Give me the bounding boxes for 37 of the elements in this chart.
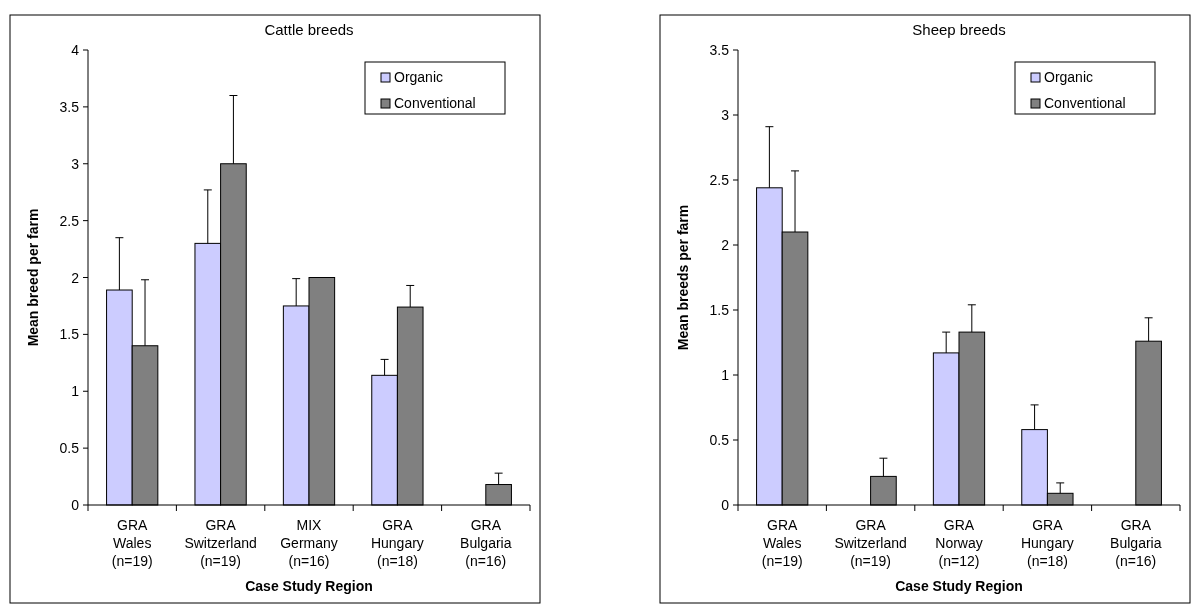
y-axis-title: Mean breeds per farm [675,204,691,351]
y-tick-label: 0 [71,497,80,513]
x-tick-label: GRA Wales (n=19) [111,517,153,569]
y-tick-label: 3.5 [59,98,80,115]
x-tick-label: GRA Switzerland (n=19) [184,517,257,569]
y-tick-label: 2 [721,237,730,253]
y-tick-label: 0.5 [709,432,730,448]
x-tick-label: GRA Hungary (n=18) [370,517,424,569]
y-tick-label: 3 [71,155,80,172]
legend-label: Conventional [1044,95,1126,111]
y-tick-label: 0.5 [59,440,80,457]
x-tick-label: GRA Norway (n=12) [935,517,983,569]
y-tick-label: 4 [71,42,80,58]
legend-label: Organic [394,69,444,85]
x-axis-title: Case Study Region [245,578,373,594]
y-axis-title: Mean breed per farm [25,208,41,347]
chart-title: Sheep breeds [912,21,1006,38]
x-tick-label: GRA Wales (n=19) [761,517,803,569]
x-tick-label: GRA Bulgaria (n=16) [1110,517,1162,569]
x-tick-label: MIX Germany (n=16) [280,517,338,569]
y-tick-label: 0 [721,497,730,513]
y-tick-label: 3 [721,107,730,123]
chart-title: Cattle breeds [264,21,354,38]
y-tick-label: 2 [71,269,80,286]
x-tick-label: GRA Hungary (n=18) [1020,517,1074,569]
legend-label: Organic [1044,69,1094,85]
x-tick-label: GRA Switzerland (n=19) [834,517,907,569]
y-tick-label: 1.5 [59,326,80,343]
y-tick-label: 1 [71,383,80,400]
x-axis-title: Case Study Region [895,578,1023,594]
y-tick-label: 1.5 [709,302,730,318]
x-tick-label: GRA Bulgaria (n=16) [460,517,512,569]
y-tick-label: 3.5 [709,42,730,58]
y-tick-label: 2.5 [709,172,730,188]
legend-label: Conventional [394,95,476,111]
y-tick-label: 2.5 [59,212,80,229]
y-tick-label: 1 [721,367,730,383]
